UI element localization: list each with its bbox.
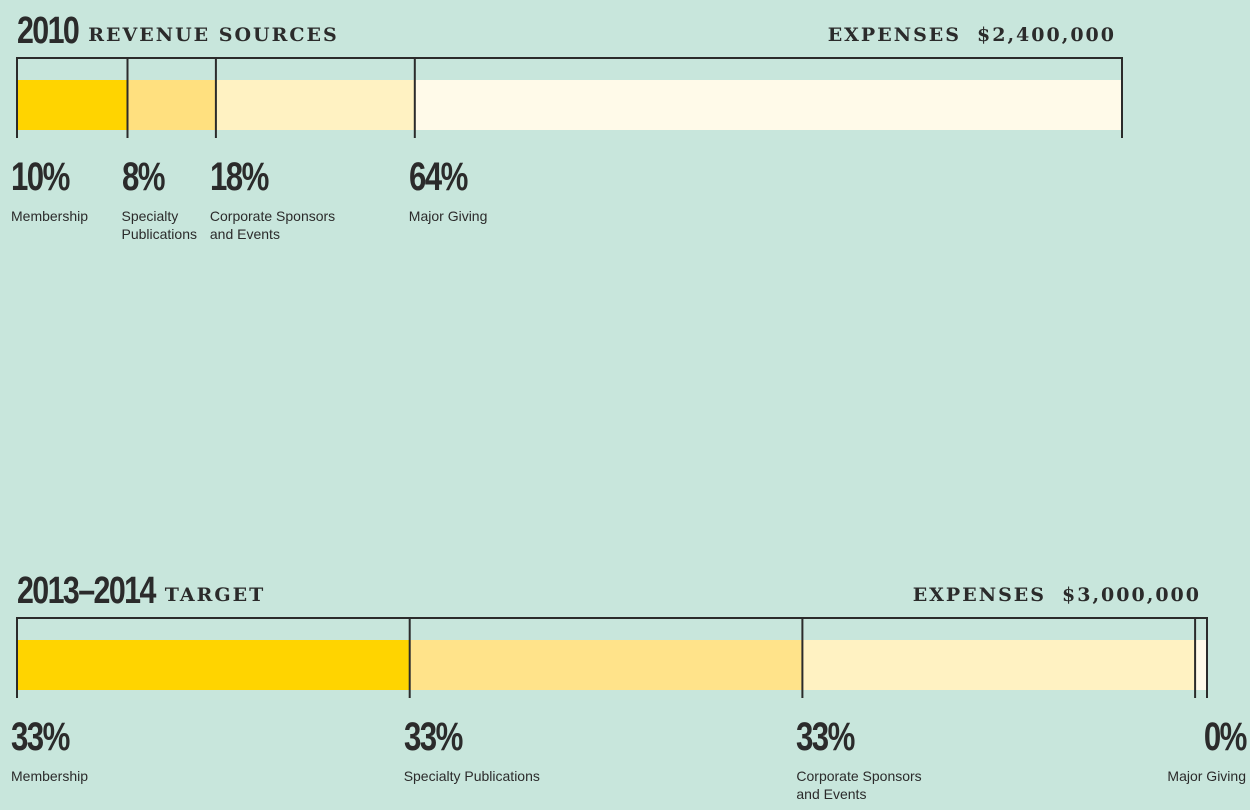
- expenses-label: EXPENSES: [912, 584, 1046, 606]
- bar-segment: [414, 80, 1122, 130]
- category-label: Membership: [11, 208, 89, 224]
- value-label: 33%: [796, 715, 855, 759]
- bar-segment: [215, 80, 415, 130]
- chart-subtitle: TARGET: [164, 584, 266, 606]
- expenses-label: EXPENSES: [827, 24, 961, 46]
- value-label: 0%: [1204, 715, 1248, 759]
- bar-segment: [17, 640, 410, 690]
- value-label: 18%: [209, 155, 269, 199]
- value-label: 10%: [11, 155, 70, 199]
- bar-rest: [1195, 640, 1207, 690]
- bar-segment: [17, 80, 128, 130]
- value-label: 33%: [11, 715, 70, 759]
- chart-title: 2010: [17, 10, 80, 52]
- category-label: Major Giving: [1167, 768, 1246, 784]
- chart-subtitle: REVENUE SOURCES: [88, 24, 339, 46]
- category-label: Specialty Publications: [403, 768, 540, 784]
- expenses-value: $3,000,000: [1062, 584, 1201, 606]
- bar-segment: [127, 80, 216, 130]
- value-label: 64%: [408, 155, 468, 199]
- value-label: 8%: [121, 155, 166, 199]
- chart-title: 2013–2014: [17, 570, 156, 612]
- expenses-value: $2,400,000: [977, 24, 1116, 46]
- category-label: Specialty Publications: [121, 208, 198, 242]
- value-label: 33%: [403, 715, 463, 759]
- category-label: Major Giving: [408, 208, 488, 224]
- bar-segment: [802, 640, 1196, 690]
- category-label: Corporate Sponsors and Events: [209, 208, 336, 242]
- bar-segment: [409, 640, 803, 690]
- category-label: Corporate Sponsors and Events: [796, 768, 922, 802]
- category-label: Membership: [11, 768, 89, 784]
